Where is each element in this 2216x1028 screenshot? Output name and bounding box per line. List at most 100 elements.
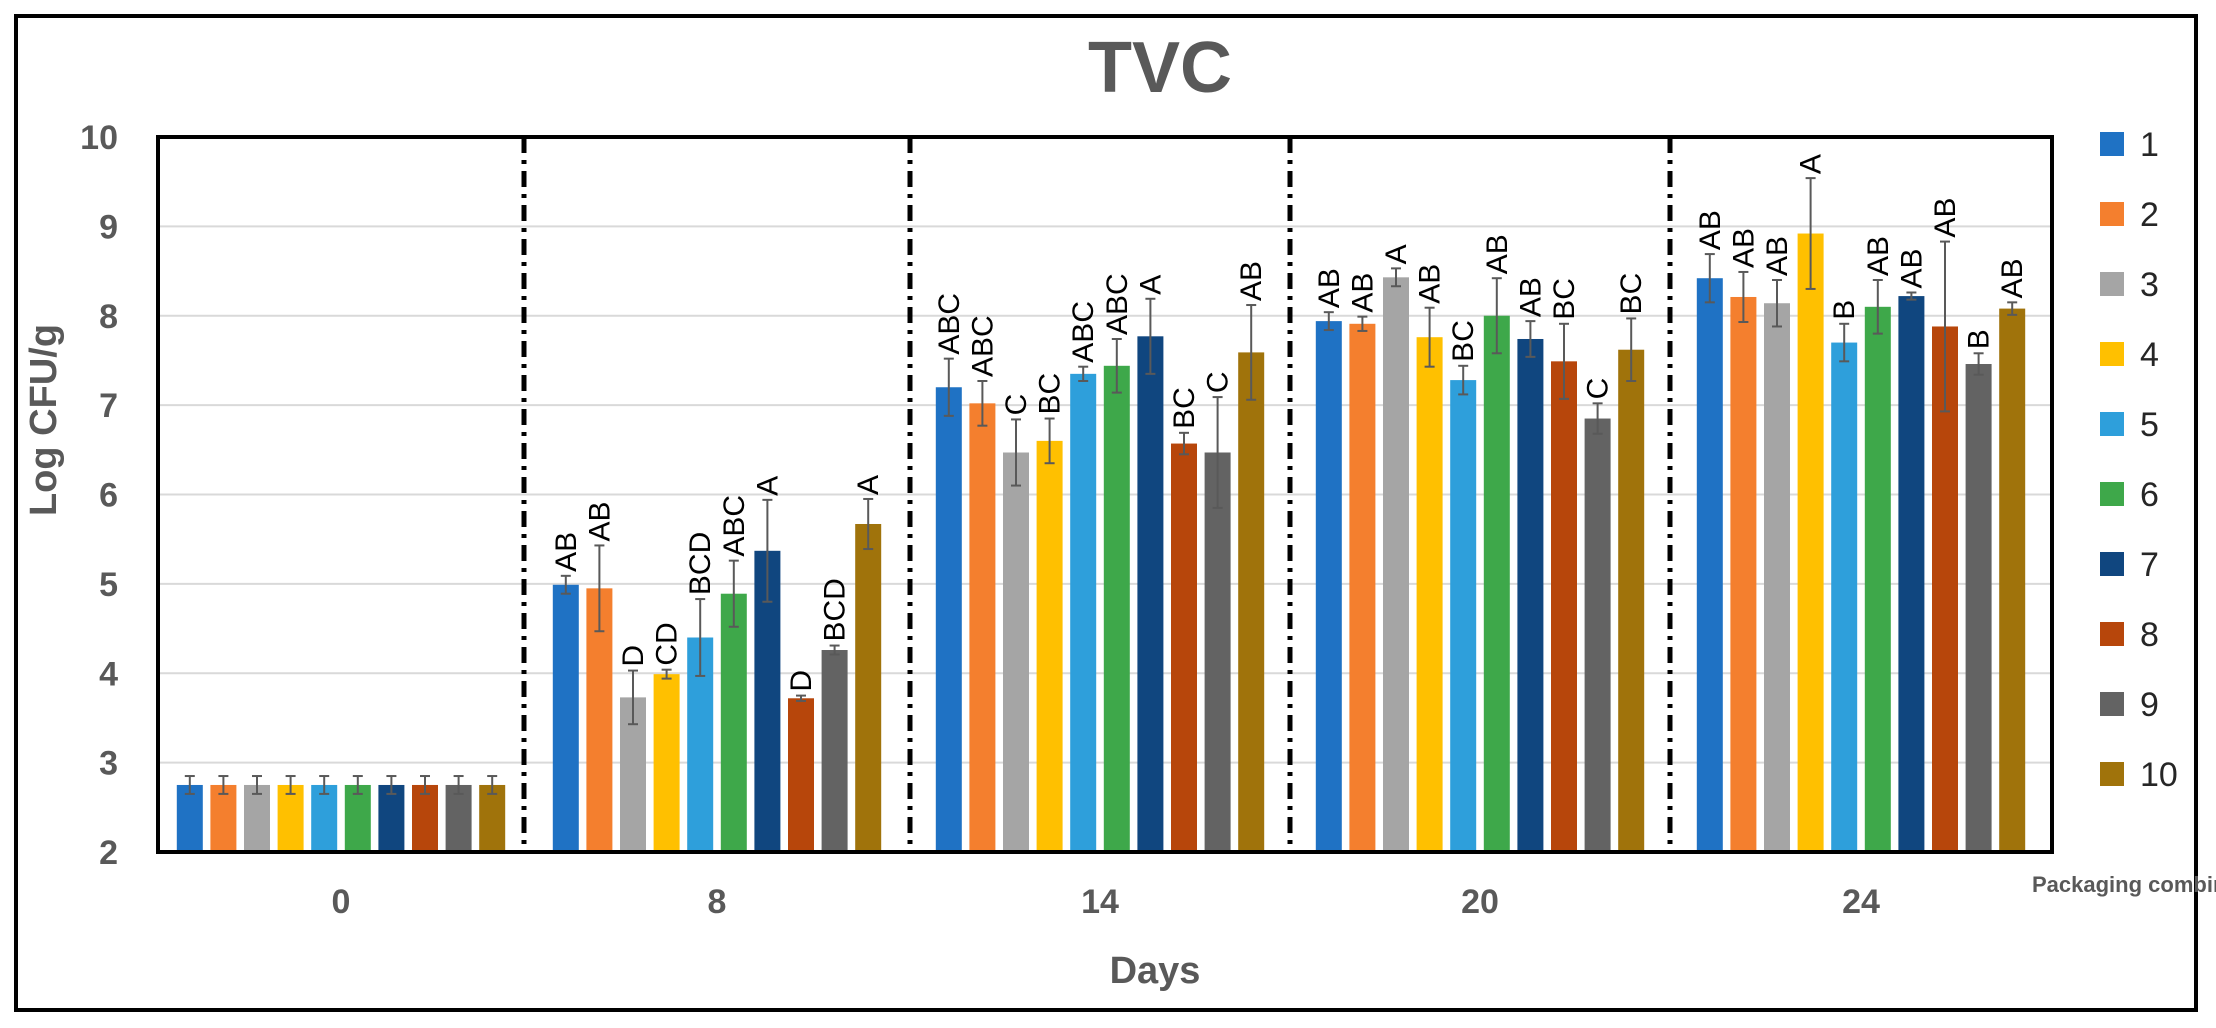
bar-day0-pkg3 [244,784,270,852]
bar-day24-pkg1 [1696,278,1723,852]
sig-letter-day8-pkg8: D [785,670,818,692]
bar-day24-pkg9 [1965,364,1992,852]
legend-title: Packaging combinations [2032,872,2216,897]
sig-letter-day24-pkg10: AB [1996,258,2029,298]
legend-swatch-7 [2100,552,2124,576]
bar-day20-pkg10 [1618,349,1645,852]
legend-swatch-10 [2100,762,2124,786]
sig-letter-day24-pkg7: AB [1895,248,1928,288]
bar-day24-pkg6 [1864,306,1891,852]
bar-day0-pkg5 [311,784,338,852]
bar-day20-pkg1 [1315,321,1342,852]
sig-letter-day8-pkg9: BCD [819,578,852,641]
sig-letter-day20-pkg9: C [1582,378,1615,400]
sig-letter-day14-pkg6: ABC [1101,273,1134,335]
bar-day8-pkg1 [552,584,579,852]
legend-label-9: 9 [2140,686,2159,724]
bar-day14-pkg5 [1070,373,1097,852]
bar-day8-pkg10 [855,523,882,852]
x-tick-0: 0 [332,883,351,921]
bar-day20-pkg4 [1416,337,1443,852]
bar-day24-pkg3 [1764,303,1790,852]
sig-letter-day14-pkg1: ABC [933,293,966,355]
y-axis-label: Log CFU/g [23,324,65,516]
bar-day20-pkg6 [1483,315,1510,852]
legend-label-8: 8 [2140,616,2159,654]
sig-letter-day20-pkg1: AB [1313,268,1346,308]
legend-swatch-2 [2100,202,2124,226]
y-tick-3: 3 [99,745,118,783]
sig-letter-day14-pkg4: BC [1034,373,1067,415]
x-tick-20: 20 [1461,883,1499,921]
bar-day14-pkg3 [1003,452,1029,852]
bar-day24-pkg2 [1730,296,1757,852]
bar-day14-pkg8 [1171,443,1197,852]
legend-label-1: 1 [2140,126,2159,164]
legend-swatch-9 [2100,692,2124,716]
sig-letter-day24-pkg2: AB [1727,228,1760,268]
sig-letter-day14-pkg10: AB [1235,261,1268,301]
bar-day0-pkg10 [479,784,506,852]
sig-letter-day24-pkg1: AB [1694,210,1727,250]
sig-letter-day20-pkg3: A [1380,244,1413,264]
x-tick-14: 14 [1081,883,1119,921]
legend-label-4: 4 [2140,336,2159,374]
y-tick-5: 5 [99,566,118,604]
legend-swatch-8 [2100,622,2124,646]
sig-letter-day8-pkg7: A [751,476,784,496]
bar-day14-pkg4 [1036,440,1063,852]
legend-label-7: 7 [2140,546,2159,584]
sig-letter-day14-pkg8: BC [1168,387,1201,429]
sig-letter-day20-pkg4: AB [1414,264,1447,304]
sig-letter-day20-pkg10: BC [1615,273,1648,315]
sig-letter-day8-pkg6: ABC [718,495,751,557]
bar-day0-pkg6 [344,784,371,852]
sig-letter-day14-pkg9: C [1202,371,1235,393]
bar-day20-pkg8 [1551,361,1577,852]
sig-letter-day20-pkg5: BC [1447,320,1480,362]
sig-letter-day20-pkg8: BC [1548,278,1581,320]
bar-day20-pkg9 [1584,418,1611,852]
bar-day0-pkg4 [277,784,304,852]
bar-day14-pkg6 [1103,365,1130,852]
bar-day8-pkg4 [653,674,680,852]
x-tick-labels: 0 8 14 20 24 [332,883,1880,921]
sig-letter-day24-pkg4: A [1795,154,1828,174]
bar-day0-pkg2 [210,784,237,852]
legend-label-2: 2 [2140,196,2159,234]
legend-label-6: 6 [2140,476,2159,514]
bar-day8-pkg8 [788,698,814,852]
legend-label-10: 10 [2140,756,2178,794]
sig-letter-day8-pkg3: D [617,645,650,667]
legend-swatch-1 [2100,132,2124,156]
bar-day8-pkg6 [720,593,747,852]
bar-day20-pkg2 [1349,323,1376,852]
bar-day20-pkg7 [1517,338,1544,852]
bar-day8-pkg2 [586,588,613,852]
x-tick-8: 8 [708,883,727,921]
legend-swatch-5 [2100,412,2124,436]
sig-letter-day14-pkg7: A [1134,275,1167,295]
sig-letter-day24-pkg8: AB [1929,198,1962,238]
sig-letter-day8-pkg10: A [852,475,885,495]
plot-border [156,135,2054,854]
bar-day0-pkg8 [412,784,438,852]
sig-letter-day14-pkg2: ABC [966,315,999,377]
sig-letter-day8-pkg1: AB [550,532,583,572]
x-axis-label: Days [1110,950,1201,992]
sig-letter-day24-pkg5: B [1828,300,1861,320]
bar-day24-pkg10 [1999,308,2026,853]
bar-day14-pkg9 [1204,452,1231,852]
y-tick-2: 2 [99,834,118,872]
bar-day0-pkg7 [378,784,405,852]
bar-day14-pkg2 [969,403,996,852]
legend-label-3: 3 [2140,266,2159,304]
bar-day0-pkg1 [176,784,203,852]
sig-letter-day24-pkg3: AB [1761,236,1794,276]
y-tick-4: 4 [99,655,118,693]
legend-swatch-6 [2100,482,2124,506]
sig-letter-day20-pkg6: AB [1481,234,1514,274]
bar-day14-pkg7 [1137,336,1164,852]
sig-letter-day8-pkg5: BCD [684,532,717,595]
bar-series [176,233,2026,853]
